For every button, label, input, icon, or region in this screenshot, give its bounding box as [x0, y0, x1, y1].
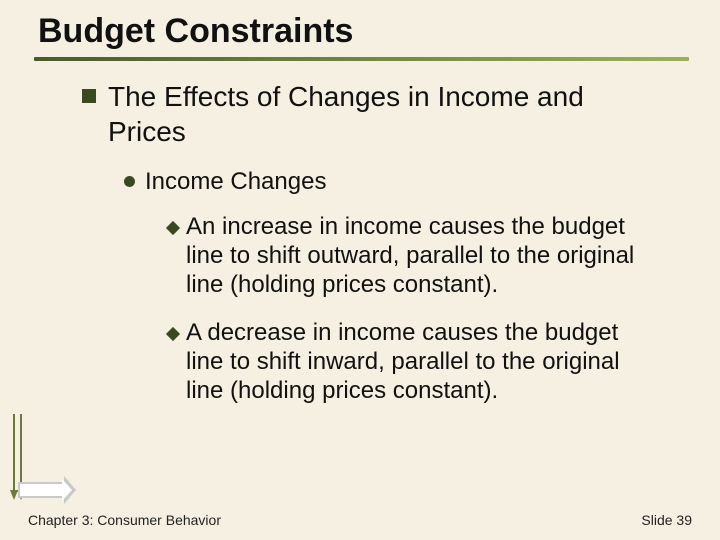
level3-item: An increase in income causes the budget …	[168, 213, 660, 299]
footer-left: Chapter 3: Consumer Behavior	[28, 512, 221, 528]
slide: Budget Constraints The Effects of Change…	[0, 0, 720, 540]
footer: Chapter 3: Consumer Behavior Slide 39	[0, 512, 720, 528]
diamond-bullet-icon	[166, 221, 180, 235]
corner-arrow-graphic	[8, 414, 78, 504]
level3-text-0: An increase in income causes the budget …	[186, 213, 660, 299]
diamond-bullet-icon	[166, 327, 180, 341]
level1-item: The Effects of Changes in Income and Pri…	[82, 79, 660, 149]
slide-title: Budget Constraints	[38, 12, 690, 51]
level3-text-1: A decrease in income causes the budget l…	[186, 319, 660, 405]
level1-text: The Effects of Changes in Income and Pri…	[108, 79, 660, 149]
level2-block: Income Changes	[124, 167, 660, 197]
level3-item: A decrease in income causes the budget l…	[168, 319, 660, 405]
level1-block: The Effects of Changes in Income and Pri…	[82, 79, 660, 149]
level2-text: Income Changes	[145, 167, 326, 197]
level2-item: Income Changes	[124, 167, 660, 197]
circle-bullet-icon	[124, 176, 135, 187]
level3-block: An increase in income causes the budget …	[168, 213, 660, 406]
footer-right: Slide 39	[641, 512, 692, 528]
square-bullet-icon	[82, 89, 96, 103]
title-underline	[34, 57, 689, 61]
